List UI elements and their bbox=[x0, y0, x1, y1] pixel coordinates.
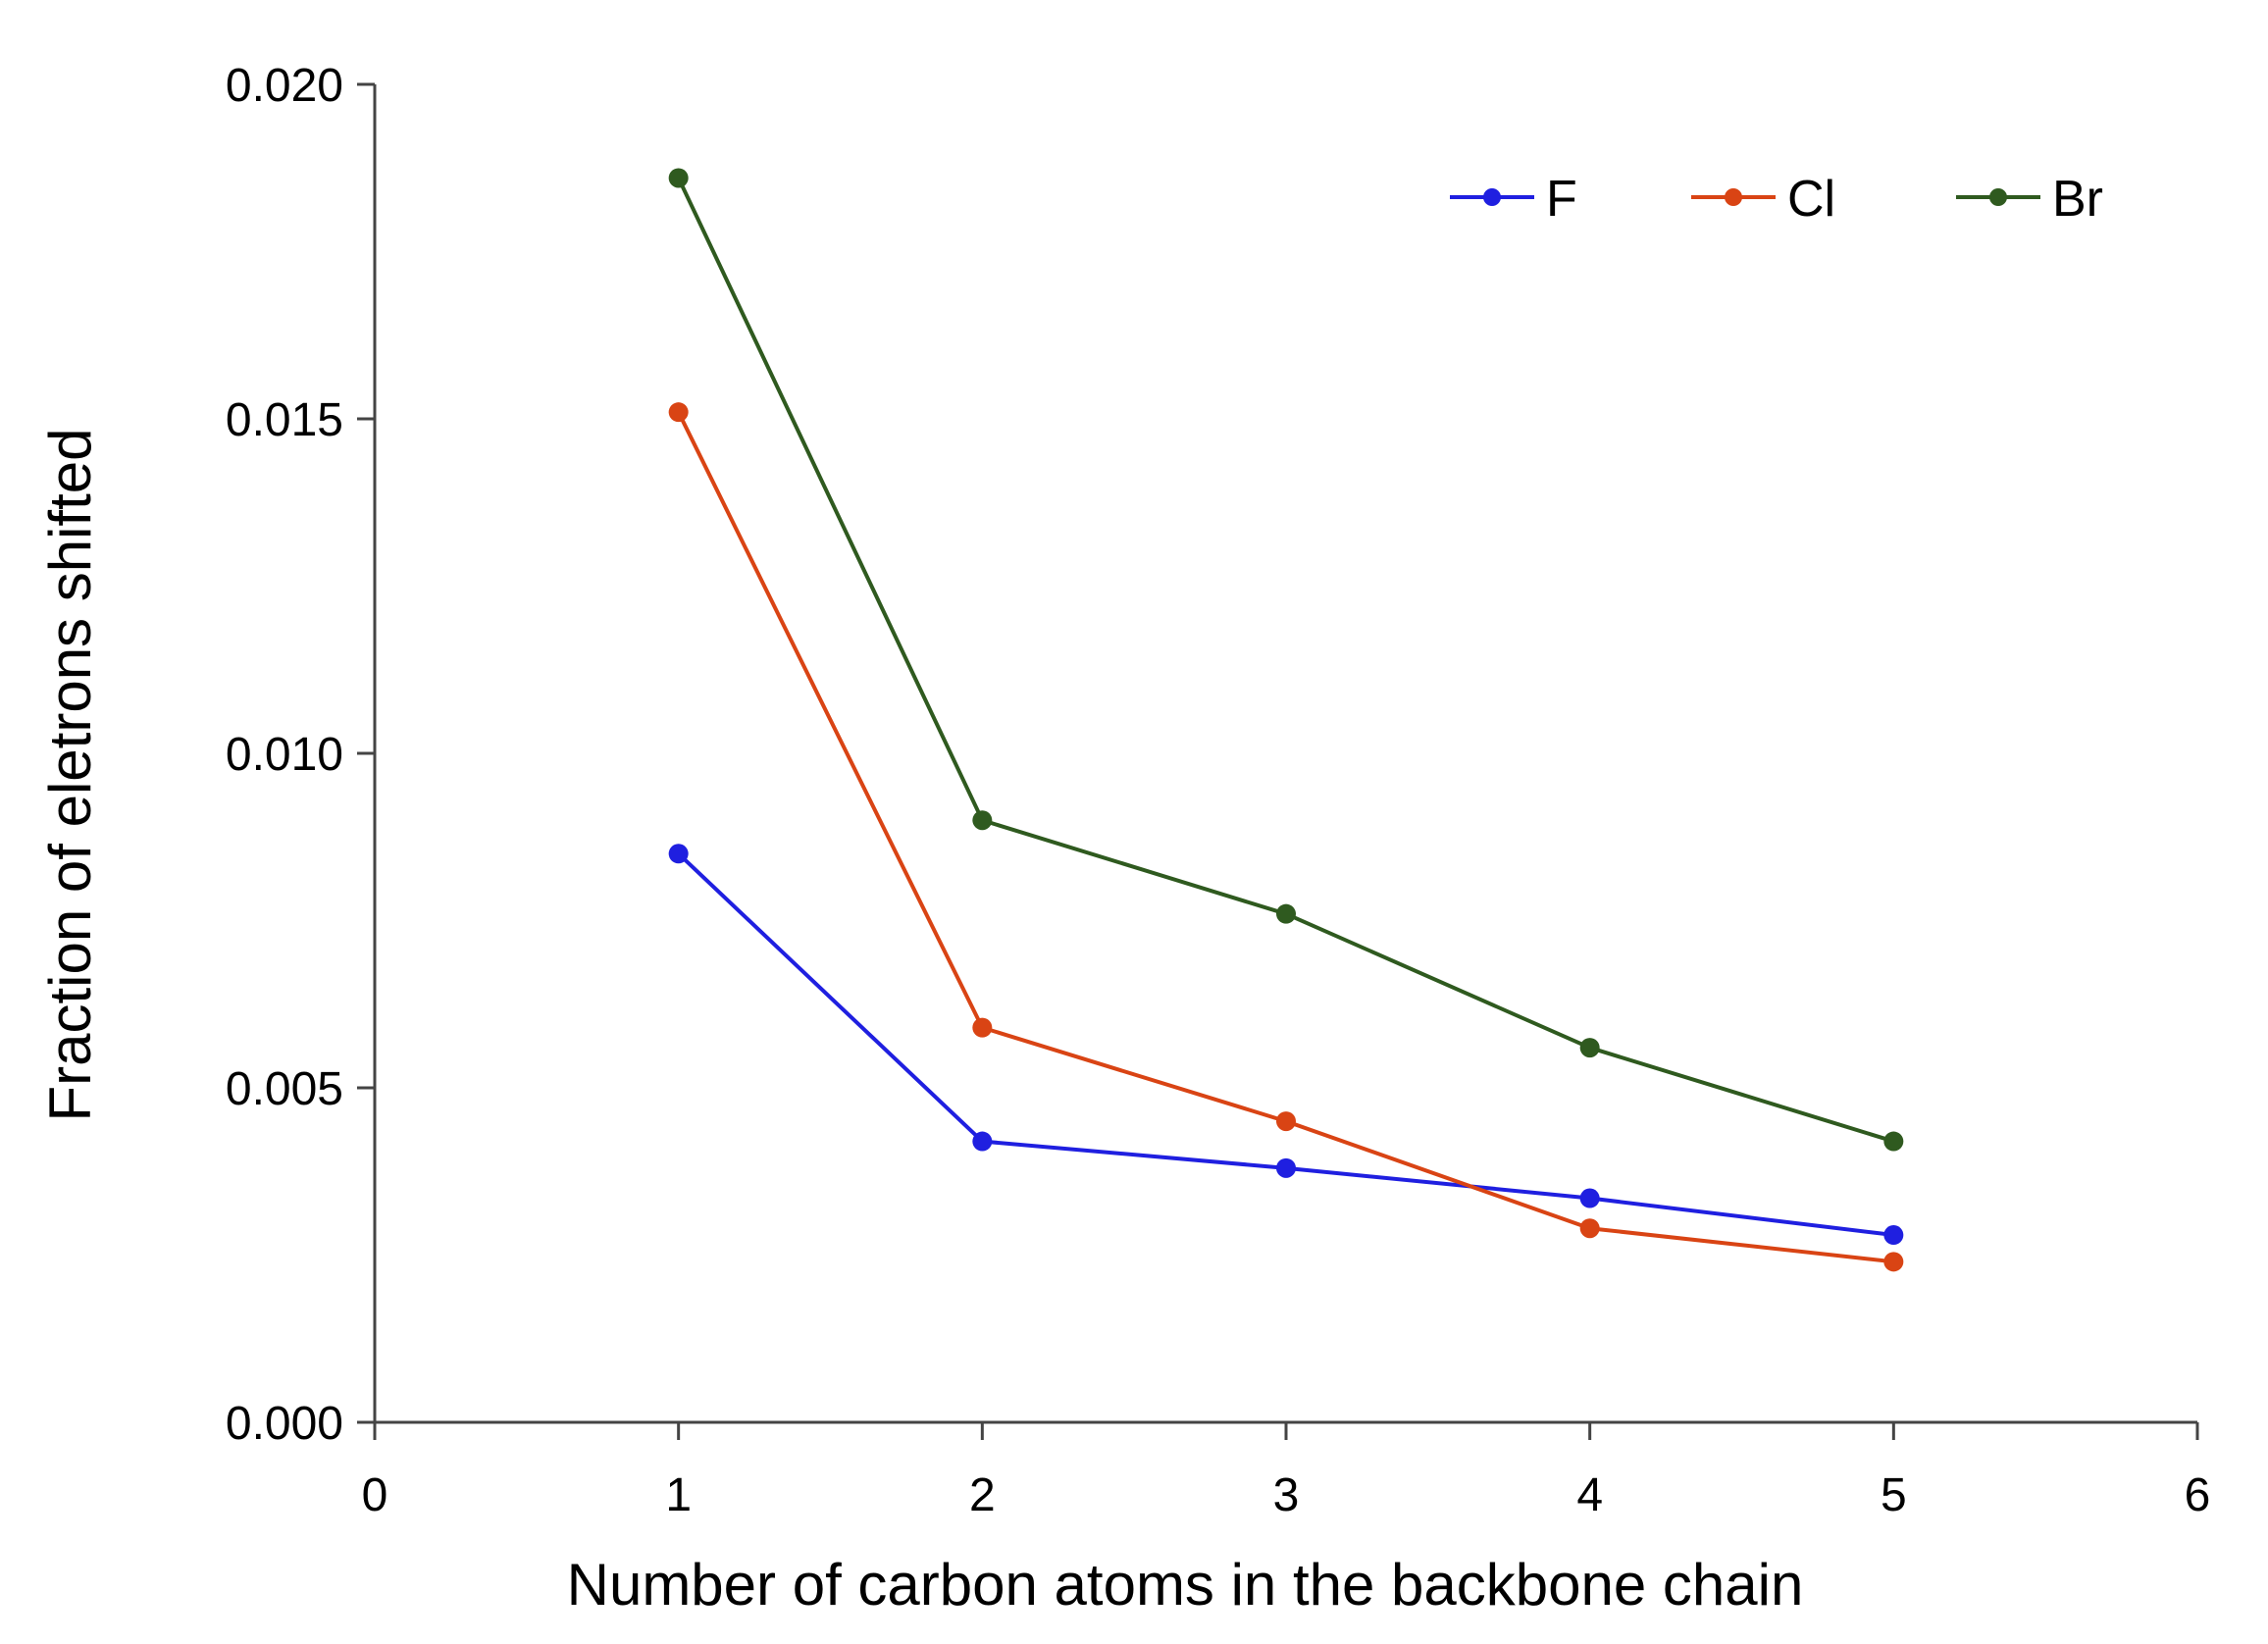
data-point-br bbox=[1276, 903, 1296, 924]
series-line-br bbox=[676, 177, 1894, 1144]
series-br bbox=[668, 168, 1904, 1152]
series-layer bbox=[668, 168, 1904, 1272]
x-tick-label: 2 bbox=[969, 1469, 996, 1521]
series-line-cl bbox=[676, 411, 1894, 1264]
data-point-cl bbox=[668, 402, 689, 423]
data-point-br bbox=[972, 810, 993, 831]
legend-label-cl: Cl bbox=[1787, 171, 1835, 228]
x-tick-label: 0 bbox=[362, 1469, 388, 1521]
legend-item-f: F bbox=[1450, 171, 1577, 228]
x-tick-label: 1 bbox=[665, 1469, 692, 1521]
data-point-f bbox=[972, 1131, 993, 1152]
legend-label-br: Br bbox=[2052, 171, 2103, 228]
legend: F Cl Br bbox=[1450, 171, 2103, 228]
data-point-br bbox=[668, 168, 689, 188]
legend-label-f: F bbox=[1546, 171, 1577, 228]
data-point-cl bbox=[1883, 1252, 1904, 1272]
data-point-br bbox=[1883, 1131, 1904, 1152]
legend-swatch-marker-cl bbox=[1725, 188, 1742, 206]
data-point-br bbox=[1579, 1038, 1600, 1058]
data-point-f bbox=[1883, 1225, 1904, 1246]
x-tick-label: 3 bbox=[1273, 1469, 1300, 1521]
legend-item-br: Br bbox=[1956, 171, 2103, 228]
axes: 0.000 0.005 0.010 0.015 0.020 0 1 2 3 4 5 6 bbox=[226, 60, 2210, 1521]
y-axis-title: Fraction of eletrons shifted bbox=[37, 428, 103, 1121]
x-tick-label: 5 bbox=[1881, 1469, 1907, 1521]
data-point-cl bbox=[1276, 1111, 1296, 1132]
data-point-f bbox=[1276, 1157, 1296, 1178]
x-axis-title: Number of carbon atoms in the backbone c… bbox=[567, 1552, 1804, 1618]
y-tick-label: 0.015 bbox=[226, 394, 343, 446]
data-point-f bbox=[668, 844, 689, 864]
y-tick-label: 0.000 bbox=[226, 1398, 343, 1450]
y-tick-label: 0.020 bbox=[226, 60, 343, 112]
series-f bbox=[668, 844, 1904, 1246]
series-cl bbox=[668, 402, 1904, 1272]
y-tick-label: 0.010 bbox=[226, 729, 343, 781]
legend-swatch-marker-br bbox=[1989, 188, 2007, 206]
legend-swatch-marker-f bbox=[1483, 188, 1501, 206]
y-tick-label: 0.005 bbox=[226, 1063, 343, 1115]
x-tick-label: 4 bbox=[1576, 1469, 1603, 1521]
data-point-cl bbox=[972, 1017, 993, 1038]
x-tick-label: 6 bbox=[2185, 1469, 2211, 1521]
data-point-f bbox=[1579, 1188, 1600, 1208]
data-point-cl bbox=[1579, 1218, 1600, 1239]
legend-item-cl: Cl bbox=[1691, 171, 1835, 228]
